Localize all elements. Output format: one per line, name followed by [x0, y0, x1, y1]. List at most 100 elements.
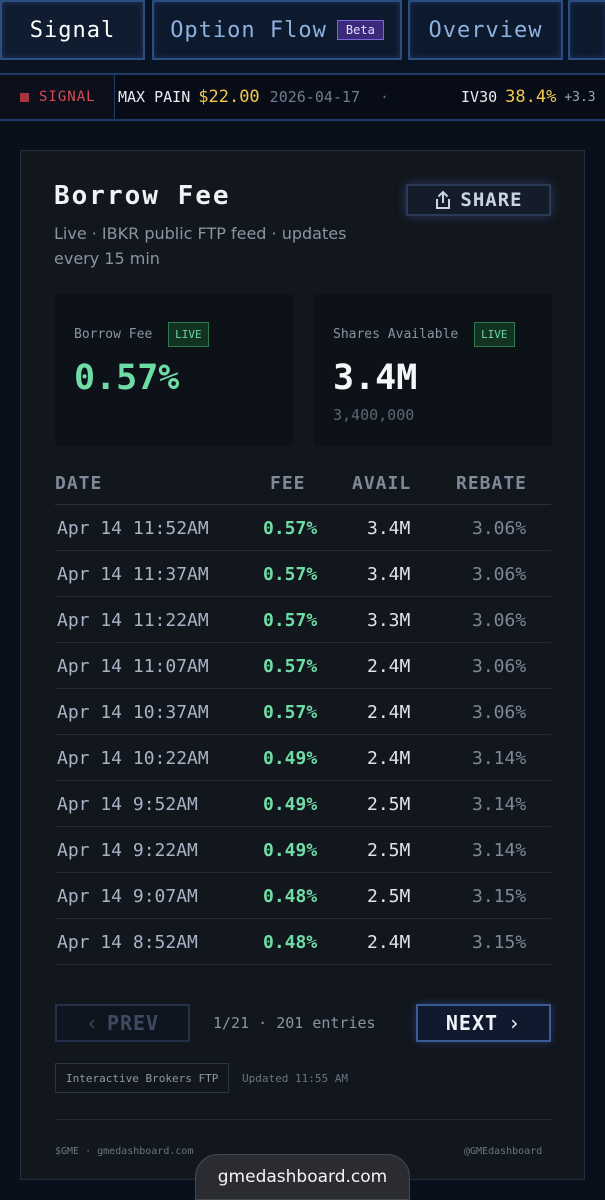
prev-button[interactable]: ‹ PREV [55, 1004, 190, 1042]
cell-avail: 3.4M [367, 518, 411, 539]
borrow-fee-card: Borrow Fee Live · IBKR public FTP feed ·… [20, 150, 585, 1180]
share-label: SHARE [460, 189, 523, 211]
card-subtitle: Live · IBKR public FTP feed · updates ev… [54, 224, 347, 268]
cell-fee: 0.49% [263, 794, 318, 815]
footer-site[interactable]: $GME · gmedashboard.com [55, 1146, 194, 1157]
signal-square-icon [20, 92, 29, 102]
cell-fee: 0.48% [263, 932, 318, 953]
cell-date: Apr 14 11:37AM [57, 564, 209, 585]
cell-avail: 2.5M [367, 886, 411, 907]
header-avail[interactable]: AVAIL [352, 473, 412, 494]
header-date[interactable]: DATE [55, 473, 103, 494]
cell-avail: 2.4M [367, 702, 411, 723]
header-fee[interactable]: FEE [270, 473, 306, 494]
cell-rebate: 3.06% [472, 656, 527, 677]
max-pain-value: $22.00 [198, 87, 260, 107]
borrow-fee-stat-label-row: Borrow Fee LIVE [74, 322, 209, 347]
signal-indicator: SIGNAL [0, 75, 115, 119]
cell-avail: 2.4M [367, 748, 411, 769]
cell-date: Apr 14 11:22AM [57, 610, 209, 631]
cell-avail: 2.5M [367, 840, 411, 861]
cell-date: Apr 14 8:52AM [57, 932, 198, 953]
table-row: Apr 14 9:07AM 0.48% 2.5M 3.15% [55, 873, 551, 919]
live-badge: LIVE [474, 322, 515, 347]
footer-divider [55, 1119, 551, 1120]
source-badge: Interactive Brokers FTP [55, 1063, 230, 1093]
cell-avail: 3.4M [367, 564, 411, 585]
tab-overview[interactable]: Overview [408, 0, 563, 60]
table-row: Apr 14 10:37AM 0.57% 2.4M 3.06% [55, 689, 551, 735]
chevron-left-icon: ‹ [85, 1011, 99, 1035]
updated-time: Updated 11:55 AM [242, 1072, 348, 1085]
shares-available-label-row: Shares Available LIVE [333, 322, 515, 347]
cell-fee: 0.57% [263, 702, 318, 723]
top-nav: Signal Option Flow Beta Overview [0, 0, 605, 75]
table-header: DATE FEE AVAIL REBATE [55, 469, 551, 505]
footer-handle[interactable]: @GMEdashboard [464, 1146, 543, 1157]
cell-rebate: 3.06% [472, 564, 527, 585]
table-row: Apr 14 11:52AM 0.57% 3.4M 3.06% [55, 505, 551, 551]
tab-signal-label: Signal [29, 17, 116, 43]
borrow-fee-value: 0.57% [74, 358, 180, 398]
ticker-separator: · [379, 88, 390, 106]
cell-rebate: 3.06% [472, 518, 527, 539]
max-pain-label: MAX PAIN [118, 88, 191, 106]
table-row: Apr 14 11:37AM 0.57% 3.4M 3.06% [55, 551, 551, 597]
cell-date: Apr 14 9:22AM [57, 840, 198, 861]
browser-url-bar[interactable]: gmedashboard.com [195, 1154, 410, 1200]
cell-fee: 0.57% [263, 518, 318, 539]
table-row: Apr 14 9:52AM 0.49% 2.5M 3.14% [55, 781, 551, 827]
iv30-value: 38.4% [505, 87, 557, 107]
cell-date: Apr 14 9:07AM [57, 886, 198, 907]
table-row: Apr 14 10:22AM 0.49% 2.4M 3.14% [55, 735, 551, 781]
cell-rebate: 3.15% [472, 932, 527, 953]
tab-option-flow-label: Option Flow [170, 17, 327, 43]
share-button[interactable]: SHARE [406, 184, 551, 216]
header-rebate[interactable]: REBATE [456, 473, 528, 494]
cell-fee: 0.57% [263, 610, 318, 631]
table-row: Apr 14 11:22AM 0.57% 3.3M 3.06% [55, 597, 551, 643]
cell-date: Apr 14 11:52AM [57, 518, 209, 539]
iv30-label: IV30 [461, 88, 498, 106]
tab-signal[interactable]: Signal [0, 0, 145, 60]
cell-rebate: 3.14% [472, 794, 527, 815]
borrow-fee-stat: Borrow Fee LIVE 0.57% [55, 294, 293, 446]
cell-fee: 0.57% [263, 656, 318, 677]
share-icon [436, 190, 451, 209]
cell-fee: 0.48% [263, 886, 318, 907]
signal-label: SIGNAL [39, 89, 96, 105]
cell-rebate: 3.14% [472, 748, 527, 769]
tab-overview-label: Overview [428, 17, 543, 43]
ticker-strip: SIGNAL MAX PAIN $22.00 2026-04-17 · IV30… [0, 75, 605, 121]
live-badge: LIVE [168, 322, 209, 347]
cell-avail: 3.3M [367, 610, 411, 631]
next-button[interactable]: NEXT › [416, 1004, 551, 1042]
browser-url: gmedashboard.com [217, 1167, 388, 1187]
cell-date: Apr 14 10:37AM [57, 702, 209, 723]
cell-rebate: 3.15% [472, 886, 527, 907]
cell-avail: 2.4M [367, 932, 411, 953]
shares-available-exact: 3,400,000 [333, 406, 415, 424]
tab-option-flow[interactable]: Option Flow Beta [152, 0, 402, 60]
prev-label: PREV [106, 1011, 160, 1035]
iv30-change: +3.3 [564, 89, 596, 105]
shares-available-value: 3.4M [333, 358, 418, 398]
shares-available-label: Shares Available [333, 327, 459, 342]
table-row: Apr 14 11:07AM 0.57% 2.4M 3.06% [55, 643, 551, 689]
cell-fee: 0.49% [263, 748, 318, 769]
max-pain-date: 2026-04-17 [269, 88, 360, 106]
next-label: NEXT [445, 1011, 499, 1035]
cell-date: Apr 14 9:52AM [57, 794, 198, 815]
cell-fee: 0.49% [263, 840, 318, 861]
cell-avail: 2.4M [367, 656, 411, 677]
cell-date: Apr 14 10:22AM [57, 748, 209, 769]
tab-more[interactable] [568, 0, 605, 60]
cell-avail: 2.5M [367, 794, 411, 815]
shares-available-stat: Shares Available LIVE 3.4M 3,400,000 [314, 294, 552, 446]
cell-date: Apr 14 11:07AM [57, 656, 209, 677]
table-row: Apr 14 8:52AM 0.48% 2.4M 3.15% [55, 919, 551, 965]
cell-fee: 0.57% [263, 564, 318, 585]
cell-rebate: 3.06% [472, 610, 527, 631]
borrow-fee-stat-label: Borrow Fee [74, 327, 153, 342]
beta-badge: Beta [336, 20, 384, 40]
